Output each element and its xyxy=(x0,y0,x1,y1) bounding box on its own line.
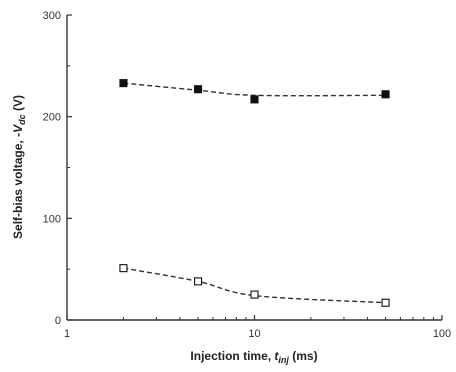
filled-square-point xyxy=(381,90,390,99)
y-tick-label: 200 xyxy=(43,112,61,124)
x-axis-label: Injection time, tinj (ms) xyxy=(190,349,317,365)
x-tick-label: 1 xyxy=(64,328,70,340)
y-axis-label: Self-bias voltage, -Vdc (V) xyxy=(11,95,27,239)
y-tick-label: 100 xyxy=(43,213,61,225)
open-square-point xyxy=(250,290,259,299)
filled-square-point xyxy=(119,79,128,88)
y-tick-label: 0 xyxy=(55,315,61,327)
x-tick-label: 10 xyxy=(248,328,260,340)
tick-labels: 0 100 200 300 1 10 100 xyxy=(43,10,452,340)
trend-line-2 xyxy=(123,267,386,304)
x-tick-label: 100 xyxy=(433,328,451,340)
open-square-point xyxy=(119,264,128,273)
trend-line-1 xyxy=(123,82,386,97)
plot-frame xyxy=(66,15,442,321)
filled-square-point xyxy=(250,95,259,104)
axis-ticks xyxy=(66,14,443,321)
open-square-point xyxy=(194,277,203,286)
trend-lines xyxy=(123,82,386,304)
filled-square-point xyxy=(194,85,203,94)
data-markers xyxy=(119,79,390,307)
y-tick-label: 300 xyxy=(43,10,61,22)
open-square-point xyxy=(381,298,390,307)
